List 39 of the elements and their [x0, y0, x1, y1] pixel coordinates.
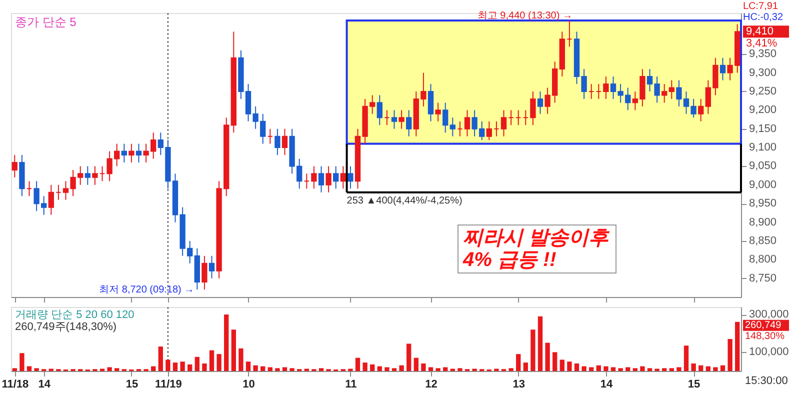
annotation: 최고 9,440 (13:30) → — [477, 10, 572, 22]
text: HC:-0,32 — [743, 12, 784, 23]
y-tick-label: 8,750 — [749, 272, 777, 284]
x-tick-label: 11/18 — [2, 378, 29, 390]
x-tick-label: 10 — [242, 378, 255, 390]
y-tick-label: 8,800 — [749, 254, 777, 266]
y-tick-label: 9,000 — [749, 178, 777, 191]
annotation: 찌라시 발송이후 4% 급등 !! — [462, 227, 611, 271]
y-tick-label: 100,000 — [749, 346, 789, 358]
annotation: 거래량 단순 5 20 60 120 — [15, 309, 134, 321]
text: 148,30% — [745, 330, 785, 342]
x-tick-label: 15 — [126, 378, 138, 390]
x-tick-label: 14 — [600, 378, 614, 390]
annotation: 260,749주(148,30%) — [15, 321, 117, 333]
text: 15:30:00 — [745, 375, 788, 387]
x-tick-label: 15 — [688, 378, 700, 390]
x-tick-label: 12 — [425, 378, 438, 390]
text: 9,410 — [746, 26, 774, 38]
y-tick-label: 8,950 — [749, 198, 777, 210]
y-tick-label: 9,300 — [749, 66, 777, 79]
annotation: 최저 8,720 (09:18) → — [99, 284, 194, 296]
text: 260,749 — [745, 320, 782, 331]
y-tick-label: 9,150 — [749, 122, 777, 135]
y-tick-label: 9,100 — [749, 142, 777, 154]
y-tick-label: 300,000 — [749, 308, 789, 321]
text: LC:7,91 — [743, 1, 778, 12]
x-tick-label: 11 — [345, 378, 357, 390]
y-tick-label: 9,350 — [749, 48, 777, 60]
x-tick-label: 14 — [38, 378, 52, 390]
y-tick-label: 9,050 — [749, 160, 777, 172]
text: 3,41% — [746, 38, 778, 50]
annotation: 종가 단순 5 — [15, 15, 77, 29]
y-tick-label: 9,200 — [749, 104, 777, 116]
annotation: 253 ▲400(4,44%/-4,25%) — [346, 195, 462, 206]
x-tick-label: 11/19 — [154, 378, 182, 390]
y-tick-label: 8,900 — [749, 216, 777, 228]
y-tick-label: 8,850 — [749, 234, 777, 247]
y-tick-label: 9,250 — [749, 85, 777, 98]
x-tick-label: 13 — [512, 378, 525, 390]
